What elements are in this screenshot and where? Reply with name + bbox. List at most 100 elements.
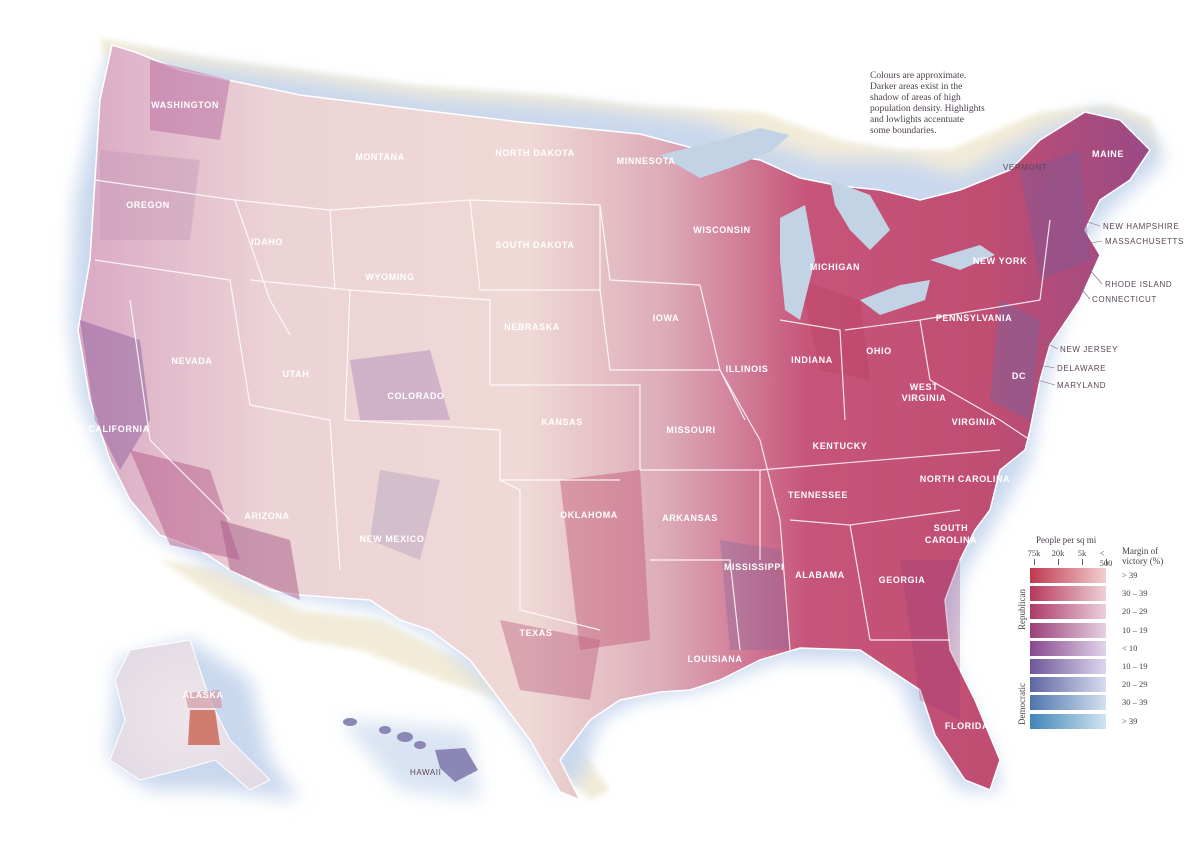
label-hawaii: HAWAII	[410, 768, 441, 777]
great-lakes	[660, 128, 995, 320]
legend-tick-mark	[1082, 559, 1083, 565]
legend-swatch	[1030, 604, 1106, 620]
map-note: Colours are approximate. Darker areas ex…	[870, 71, 1020, 137]
county-texture	[80, 60, 1090, 720]
label-rhode-island: RHODE ISLAND	[1105, 280, 1172, 289]
legend-tick-mark	[1058, 559, 1059, 565]
hawaii	[343, 718, 478, 782]
label-connecticut: CONNECTICUT	[1092, 295, 1157, 304]
external-labels: HAWAII VERMONT NEW HAMPSHIRE MASSACHUSET…	[410, 163, 1184, 777]
label-texas: TEXAS	[519, 628, 552, 638]
state-boundaries	[94, 179, 1051, 651]
label-alaska: ALASKA	[182, 690, 223, 700]
label-minnesota: MINNESOTA	[617, 156, 676, 166]
legend: People per sq mi Margin of victory (%) 7…	[1012, 535, 1192, 745]
legend-swatch	[1030, 622, 1106, 638]
legend-category-label: > 39	[1122, 570, 1138, 580]
label-oregon: OREGON	[126, 200, 170, 210]
label-tennessee: TENNESSEE	[788, 490, 848, 500]
legend-swatch	[1030, 640, 1106, 656]
legend-category-label: 20 – 29	[1122, 679, 1148, 690]
label-idaho: IDAHO	[251, 237, 283, 247]
legend-tick-mark	[1106, 559, 1107, 565]
note-line: Darker areas exist in the	[870, 82, 963, 92]
note-line: some boundaries.	[870, 126, 937, 136]
label-georgia: GEORGIA	[879, 575, 926, 585]
label-west-virginia-line2: VIRGINIA	[902, 393, 947, 403]
legend-swatch	[1030, 568, 1106, 583]
legend-density-tick: 75k	[1027, 548, 1041, 558]
label-washington: WASHINGTON	[151, 100, 219, 110]
legend-swatch	[1030, 586, 1106, 602]
legend-density-ticks: 75k 20k 5k < 500	[1026, 548, 1118, 568]
legend-category-label: 10 – 19	[1122, 624, 1148, 635]
note-line: population density. Highlights	[870, 104, 985, 114]
legend-margin-title-line1: Margin of	[1122, 546, 1159, 556]
legend-density-tick: 5k	[1077, 548, 1087, 558]
label-west-virginia-line1: WEST	[910, 382, 938, 392]
label-oklahoma: OKLAHOMA	[560, 510, 618, 520]
legend-swatch	[1030, 713, 1106, 729]
label-nevada: NEVADA	[172, 356, 213, 366]
label-wyoming: WYOMING	[365, 272, 414, 282]
label-delaware: DELAWARE	[1057, 364, 1106, 373]
label-arizona: ARIZONA	[244, 511, 289, 521]
legend-tick-mark	[1034, 559, 1035, 565]
label-south-carolina-line1: SOUTH	[934, 523, 969, 533]
label-dc: DC	[1012, 371, 1026, 381]
label-mississippi: MISSISSIPPI	[724, 562, 784, 572]
label-louisiana: LOUISIANA	[688, 654, 743, 664]
alaska	[109, 639, 271, 791]
label-wisconsin: WISCONSIN	[693, 225, 750, 235]
label-new-mexico: NEW MEXICO	[359, 534, 424, 544]
label-virginia: VIRGINIA	[952, 417, 997, 427]
label-alabama: ALABAMA	[795, 570, 845, 580]
label-new-jersey: NEW JERSEY	[1060, 345, 1118, 354]
label-colorado: COLORADO	[387, 391, 444, 401]
legend-category-label: > 39	[1122, 715, 1138, 726]
legend-republican-label: Republican	[1017, 589, 1027, 630]
label-maryland: MARYLAND	[1057, 381, 1106, 390]
label-maine: MAINE	[1092, 149, 1124, 159]
label-kentucky: KENTUCKY	[813, 441, 868, 451]
label-north-carolina: NORTH CAROLINA	[920, 474, 1010, 484]
label-massachusetts: MASSACHUSETTS	[1105, 237, 1184, 246]
state-labels: WASHINGTON OREGON CALIFORNIA IDAHO NEVAD…	[88, 100, 1124, 731]
label-nebraska: NEBRASKA	[504, 322, 560, 332]
legend-category-label: < 10	[1122, 642, 1138, 653]
label-illinois: ILLINOIS	[726, 364, 769, 374]
label-south-dakota: SOUTH DAKOTA	[495, 240, 574, 250]
legend-category-label: 30 – 39	[1122, 588, 1148, 599]
note-line: Colours are approximate.	[870, 71, 967, 81]
label-pennsylvania: PENNSYLVANIA	[936, 313, 1012, 323]
label-iowa: IOWA	[653, 313, 679, 323]
label-michigan: MICHIGAN	[810, 262, 860, 272]
label-florida: FLORIDA	[945, 721, 989, 731]
note-line: and lowlights accentuate	[870, 115, 964, 125]
legend-category-label: 20 – 29	[1122, 606, 1148, 617]
label-vermont: VERMONT	[1003, 163, 1047, 172]
label-missouri: MISSOURI	[666, 425, 715, 435]
label-montana: MONTANA	[355, 152, 405, 162]
label-ohio: OHIO	[866, 346, 891, 356]
legend-category-label: 10 – 19	[1122, 661, 1148, 671]
label-arkansas: ARKANSAS	[662, 513, 718, 523]
legend-density-tick: < 500	[1099, 548, 1113, 568]
label-north-dakota: NORTH DAKOTA	[495, 148, 575, 158]
label-california: CALIFORNIA	[88, 424, 150, 434]
legend-density-tick: 20k	[1051, 548, 1065, 558]
legend-density-title: People per sq mi	[1036, 535, 1097, 545]
legend-swatch	[1030, 695, 1106, 711]
label-indiana: INDIANA	[791, 355, 833, 365]
label-new-york: NEW YORK	[973, 256, 1027, 266]
label-south-carolina-line2: CAROLINA	[925, 535, 977, 545]
legend-swatch	[1030, 659, 1106, 674]
legend-category-label: 30 – 39	[1122, 697, 1148, 708]
label-utah: UTAH	[283, 369, 310, 379]
note-line: shadow of areas of high	[870, 93, 961, 103]
label-kansas: KANSAS	[541, 417, 583, 427]
legend-margin-title-line2: victory (%)	[1122, 556, 1164, 566]
legend-democratic-label: Democratic	[1017, 683, 1027, 725]
